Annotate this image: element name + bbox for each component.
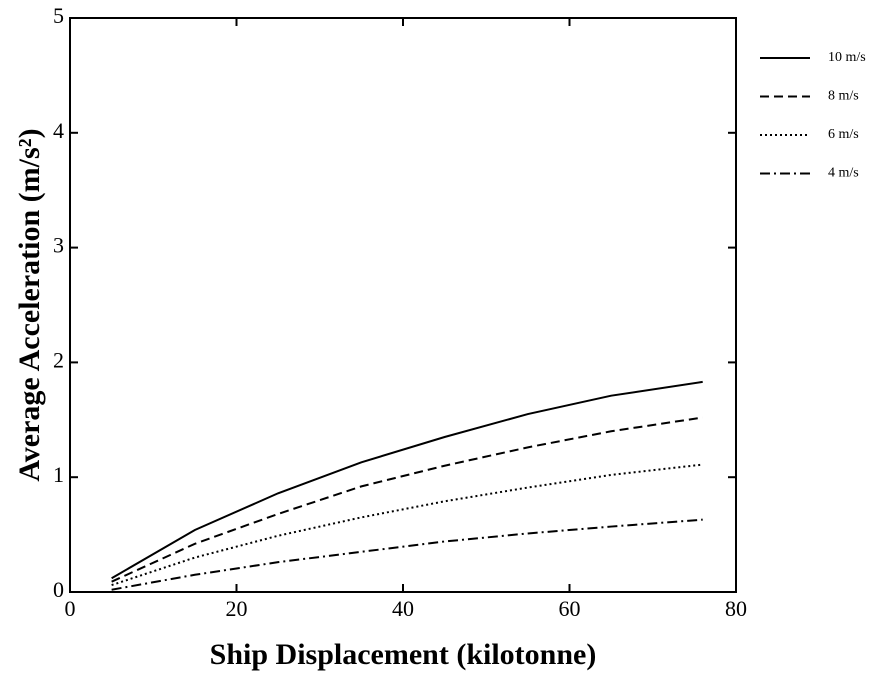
y-tick-label: 2: [53, 347, 64, 372]
x-tick-label: 80: [725, 596, 747, 621]
plot-frame: [69, 17, 737, 593]
legend-label: 6 m/s: [828, 127, 859, 142]
x-axis-label: Ship Displacement (kilotonne): [210, 638, 597, 671]
series-line: [111, 416, 703, 583]
x-tick-label: 60: [559, 596, 581, 621]
series-line: [111, 463, 703, 587]
y-tick-label: 1: [53, 462, 64, 487]
y-tick-label: 3: [53, 233, 64, 258]
legend-label: 4 m/s: [828, 166, 859, 181]
legend-label: 10 m/s: [828, 50, 866, 65]
x-tick-label: 0: [65, 596, 76, 621]
series-line: [111, 518, 703, 591]
y-tick-label: 4: [53, 118, 64, 143]
series-line: [111, 380, 703, 580]
legend-label: 8 m/s: [828, 89, 859, 104]
y-tick-label: 5: [53, 3, 64, 28]
y-axis-label: Average Acceleration (m/s²): [13, 128, 46, 481]
y-tick-label: 0: [53, 577, 64, 602]
x-tick-label: 20: [226, 596, 248, 621]
x-tick-label: 40: [392, 596, 414, 621]
